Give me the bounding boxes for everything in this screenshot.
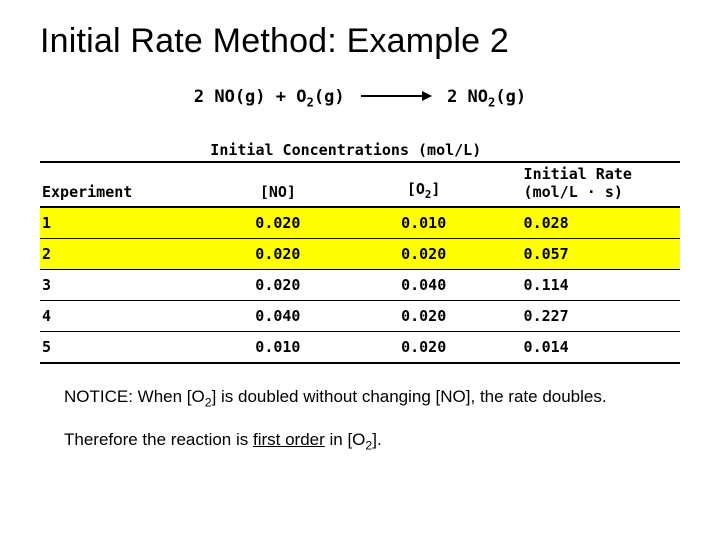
arrow-icon bbox=[361, 95, 431, 97]
equation-lhs: 2 NO(g) + O2(g) bbox=[194, 87, 345, 107]
cell-no: 0.020 bbox=[168, 207, 346, 239]
cell-experiment: 4 bbox=[40, 301, 168, 332]
slide-root: Initial Rate Method: Example 2 2 NO(g) +… bbox=[0, 0, 720, 540]
table-row: 10.0200.0100.028 bbox=[40, 207, 680, 239]
equation-rhs: 2 NO2(g) bbox=[447, 87, 526, 107]
table-header-row: Experiment [NO] [O2] Initial Rate(mol/L … bbox=[40, 162, 680, 207]
table-row: 50.0100.0200.014 bbox=[40, 332, 680, 364]
cell-o2: 0.040 bbox=[346, 270, 524, 301]
cell-rate: 0.028 bbox=[524, 207, 680, 239]
cell-no: 0.020 bbox=[168, 239, 346, 270]
note-1: NOTICE: When [O2] is doubled without cha… bbox=[64, 386, 672, 411]
cell-rate: 0.057 bbox=[524, 239, 680, 270]
cell-o2: 0.010 bbox=[346, 207, 524, 239]
cell-o2: 0.020 bbox=[346, 332, 524, 364]
cell-o2: 0.020 bbox=[346, 301, 524, 332]
cell-experiment: 3 bbox=[40, 270, 168, 301]
col-rate: Initial Rate(mol/L · s) bbox=[524, 162, 680, 207]
table-row: 40.0400.0200.227 bbox=[40, 301, 680, 332]
col-o2: [O2] bbox=[346, 162, 524, 207]
cell-no: 0.040 bbox=[168, 301, 346, 332]
reaction-equation: 2 NO(g) + O2(g) 2 NO2(g) bbox=[40, 87, 680, 109]
cell-rate: 0.227 bbox=[524, 301, 680, 332]
slide-title: Initial Rate Method: Example 2 bbox=[40, 22, 680, 61]
cell-no: 0.010 bbox=[168, 332, 346, 364]
cell-experiment: 5 bbox=[40, 332, 168, 364]
table-super-header-row: Initial Concentrations (mol/L) bbox=[40, 135, 680, 162]
note-2: Therefore the reaction is first order in… bbox=[64, 429, 672, 454]
col-no: [NO] bbox=[168, 162, 346, 207]
data-table: Initial Concentrations (mol/L) Experimen… bbox=[40, 135, 680, 364]
cell-experiment: 2 bbox=[40, 239, 168, 270]
cell-rate: 0.114 bbox=[524, 270, 680, 301]
notes: NOTICE: When [O2] is doubled without cha… bbox=[40, 386, 680, 454]
table-body: 10.0200.0100.02820.0200.0200.05730.0200.… bbox=[40, 207, 680, 363]
cell-no: 0.020 bbox=[168, 270, 346, 301]
cell-experiment: 1 bbox=[40, 207, 168, 239]
table-row: 20.0200.0200.057 bbox=[40, 239, 680, 270]
cell-rate: 0.014 bbox=[524, 332, 680, 364]
col-experiment: Experiment bbox=[40, 162, 168, 207]
table-row: 30.0200.0400.114 bbox=[40, 270, 680, 301]
super-header: Initial Concentrations (mol/L) bbox=[168, 135, 524, 162]
cell-o2: 0.020 bbox=[346, 239, 524, 270]
